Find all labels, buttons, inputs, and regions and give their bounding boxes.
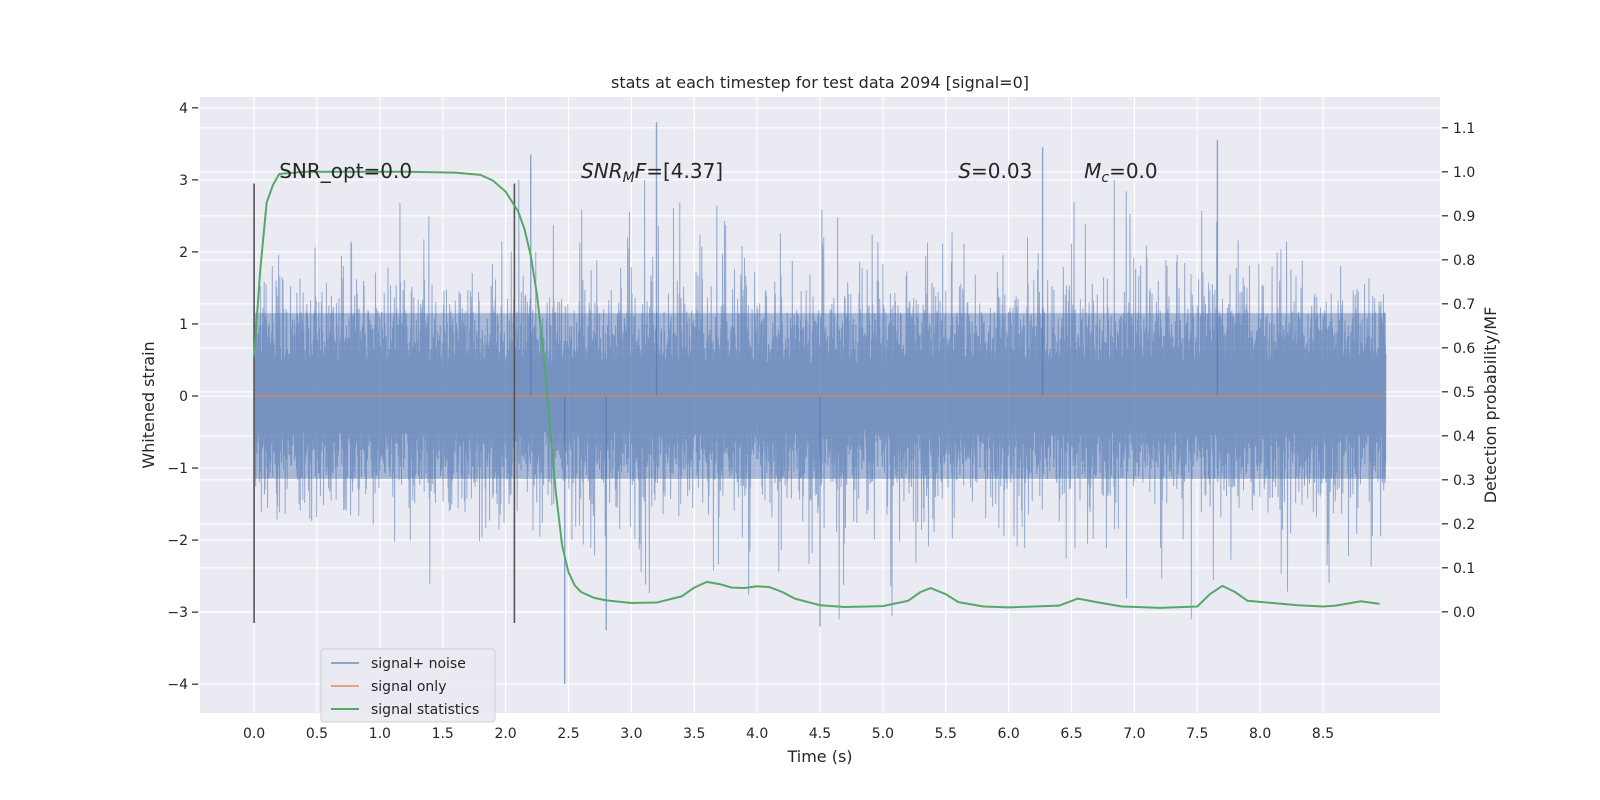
y2-tick-label: 0.1 bbox=[1453, 561, 1475, 577]
noise-trace bbox=[253, 179, 1387, 620]
y-tick-label: 1 bbox=[179, 317, 188, 333]
y2-tick-label: 1.1 bbox=[1453, 121, 1475, 137]
x-tick-label: 1.0 bbox=[369, 726, 391, 742]
y2-axis-ticks: 1.1 1.0 0.9 0.8 0.7 0.6 0.5 0.4 0.3 0.2 0.1 0.0 bbox=[1442, 121, 1475, 621]
vertical-markers bbox=[253, 183, 516, 623]
legend-label-signal-only: signal only bbox=[371, 679, 446, 695]
annotation-mc_value: Mc=0.0 bbox=[1084, 159, 1158, 186]
x-tick-label: 8.5 bbox=[1312, 726, 1334, 742]
x-tick-label: 4.0 bbox=[746, 726, 768, 742]
y-tick-label: −3 bbox=[167, 605, 188, 621]
x-tick-label: 6.0 bbox=[998, 726, 1020, 742]
y-tick-label: 3 bbox=[179, 173, 188, 189]
x-tick-label: 3.0 bbox=[620, 726, 642, 742]
legend-label-signal-noise: signal+ noise bbox=[371, 656, 466, 672]
annotation-snr_mf: SNRMF=[4.37] bbox=[581, 159, 723, 186]
legend-label-signal-statistics: signal statistics bbox=[371, 702, 479, 718]
x-tick-label: 2.5 bbox=[557, 726, 579, 742]
y2-tick-label: 0.8 bbox=[1453, 253, 1475, 269]
y2-axis-label: Detection probability/MF bbox=[1481, 307, 1500, 504]
x-tick-label: 2.0 bbox=[494, 726, 516, 742]
y2-tick-label: 0.3 bbox=[1453, 473, 1475, 489]
y-axis-label: Whitened strain bbox=[139, 341, 158, 468]
x-tick-label: 6.5 bbox=[1060, 726, 1082, 742]
x-axis-ticks: 0.0 0.5 1.0 1.5 2.0 2.5 3.0 3.5 4.0 4.5 5.0 5.5 6.0 6… bbox=[243, 726, 1334, 742]
annotation-s_value: S=0.03 bbox=[958, 159, 1032, 183]
y2-tick-label: 0.4 bbox=[1453, 429, 1475, 445]
y-tick-label: −2 bbox=[167, 533, 188, 549]
x-tick-label: 0.5 bbox=[306, 726, 328, 742]
chart-title: stats at each timestep for test data 209… bbox=[611, 73, 1029, 92]
x-tick-label: 5.5 bbox=[935, 726, 957, 742]
y-tick-label: −4 bbox=[167, 677, 188, 693]
y2-tick-label: 0.0 bbox=[1453, 605, 1475, 621]
y2-tick-label: 0.2 bbox=[1453, 517, 1475, 533]
y2-tick-label: 1.0 bbox=[1453, 165, 1475, 181]
x-tick-label: 4.5 bbox=[809, 726, 831, 742]
y-tick-label: 2 bbox=[179, 245, 188, 261]
y2-tick-label: 0.9 bbox=[1453, 209, 1475, 225]
y-tick-label: 0 bbox=[179, 389, 188, 405]
legend-box bbox=[320, 648, 496, 723]
x-tick-label: 7.5 bbox=[1186, 726, 1208, 742]
y2-tick-label: 0.7 bbox=[1453, 297, 1475, 313]
annotations: SNR_opt=0.0 SNRMF=[4.37] S=0.03 Mc=0.0 bbox=[279, 159, 1157, 186]
x-tick-label: 1.5 bbox=[432, 726, 454, 742]
y2-tick-label: 0.6 bbox=[1453, 341, 1475, 357]
statistics-line bbox=[253, 170, 1380, 609]
x-tick-label: 3.5 bbox=[683, 726, 705, 742]
x-tick-label: 5.0 bbox=[872, 726, 894, 742]
y-tick-label: 4 bbox=[179, 101, 188, 117]
y-tick-label: −1 bbox=[167, 461, 188, 477]
y-axis-ticks: 4 3 2 1 0 −1 −2 −3 −4 bbox=[167, 101, 198, 693]
y2-tick-label: 0.5 bbox=[1453, 385, 1475, 401]
series-signal-statistics bbox=[253, 170, 1380, 609]
annotation-snr_opt: SNR_opt=0.0 bbox=[279, 159, 412, 183]
x-tick-label: 8.0 bbox=[1249, 726, 1271, 742]
x-axis-label: Time (s) bbox=[786, 747, 852, 766]
x-tick-label: 0.0 bbox=[243, 726, 265, 742]
x-tick-label: 7.0 bbox=[1123, 726, 1145, 742]
legend: signal+ noise signal only signal statist… bbox=[320, 648, 496, 723]
